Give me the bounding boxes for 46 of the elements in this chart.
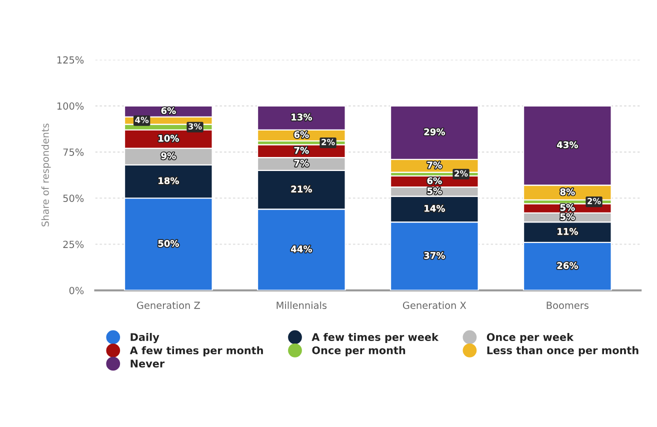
- data-label: 11%: [558, 228, 578, 235]
- data-label: 2%: [454, 170, 468, 177]
- legend-label: A few times per week: [312, 332, 439, 344]
- legend-label: Once per week: [486, 332, 574, 344]
- data-label: 50%: [158, 240, 179, 247]
- data-label: 5%: [560, 204, 575, 211]
- data-label: 4%: [135, 116, 149, 124]
- data-label: 5%: [560, 213, 575, 220]
- data-label: 18%: [158, 177, 179, 184]
- data-label: 5%: [427, 187, 442, 194]
- x-tick-label: Generation X: [402, 301, 466, 309]
- y-tick-label: 125%: [57, 56, 84, 64]
- data-label: 26%: [557, 262, 578, 269]
- data-label: 3%: [188, 123, 202, 130]
- data-label: 7%: [294, 160, 309, 167]
- data-label: 6%: [161, 107, 176, 114]
- data-label: 43%: [557, 141, 578, 148]
- data-label: 7%: [427, 162, 442, 168]
- y-tick-label: 50%: [63, 194, 84, 202]
- x-tick-label: Millennials: [276, 301, 327, 309]
- y-tick-label: 25%: [63, 240, 84, 248]
- legend-label: Daily: [130, 332, 160, 344]
- data-label: 2%: [588, 198, 601, 204]
- data-label: 2%: [322, 138, 335, 146]
- data-label: 44%: [291, 246, 312, 252]
- data-label: 13%: [292, 114, 312, 121]
- legend-label: Once per month: [312, 346, 406, 356]
- y-tick-label: 75%: [63, 148, 84, 156]
- data-label: 7%: [294, 146, 309, 154]
- data-label: 8%: [560, 188, 575, 196]
- y-tick-label: 0%: [69, 286, 84, 294]
- data-label: 14%: [424, 204, 445, 212]
- data-label: 21%: [291, 186, 312, 192]
- legend-label: Never: [130, 360, 165, 368]
- data-label: 10%: [158, 134, 179, 142]
- data-label: 37%: [424, 252, 445, 259]
- x-tick-label: Generation Z: [136, 301, 200, 309]
- legend-label: A few times per month: [130, 346, 263, 356]
- data-label: 6%: [427, 177, 442, 184]
- x-tick-label: Boomers: [546, 302, 588, 309]
- legend-label: Less than once per month: [487, 346, 638, 356]
- y-axis-title: Share of respondents: [41, 124, 51, 226]
- data-label: 9%: [161, 152, 176, 160]
- data-label: 6%: [294, 131, 309, 138]
- data-label: 29%: [424, 128, 445, 136]
- y-tick-label: 100%: [57, 102, 84, 110]
